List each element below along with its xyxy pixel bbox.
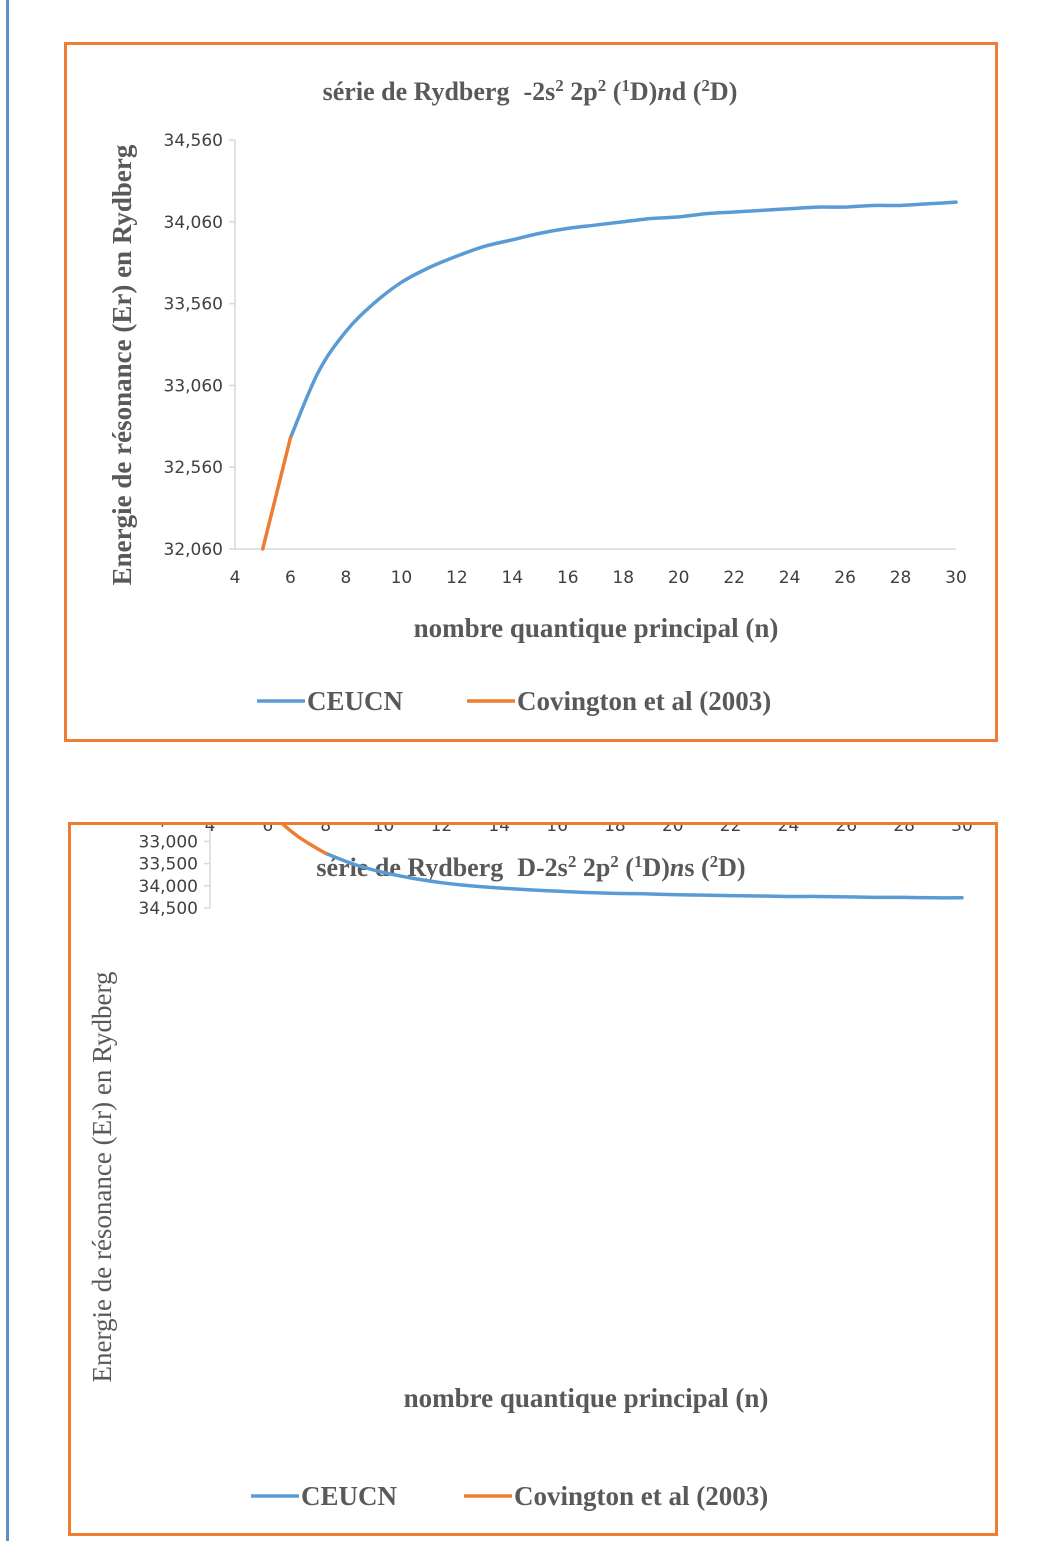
y-axis-label: Energie de résonance (Er) en Rydberg (107, 144, 137, 585)
title-part-mid2: ( (606, 77, 621, 106)
title-part-sup1: 2 (555, 76, 564, 95)
y-tick-label: 34,060 (164, 213, 223, 233)
x-tick-label: 4 (205, 825, 216, 836)
x-tick-label: 14 (488, 825, 510, 836)
series-line-covington (260, 436, 293, 551)
x-tick-label: 26 (834, 568, 856, 588)
title-part-end: D) (718, 853, 745, 882)
title-part-end: D) (710, 77, 737, 106)
title-part-config_pre: -2s (523, 77, 555, 106)
x-tick-label: 18 (612, 568, 634, 588)
x-tick-label: 6 (285, 568, 296, 588)
chart-nd: série de Rydberg -2s2 2p2 (1D)nd (2D)32,0… (107, 76, 967, 716)
x-axis-label: nombre quantique principal (n) (414, 613, 779, 643)
x-tick-label: 26 (835, 825, 857, 836)
x-tick-label: 28 (893, 825, 915, 836)
x-axis-label: nombre quantique principal (n) (404, 1383, 769, 1413)
title-part-italic: n (657, 77, 671, 106)
y-tick-label: 32,500 (139, 825, 198, 830)
y-tick-label: 34,560 (164, 131, 223, 151)
legend: CEUCN Covington et al (2003) (257, 686, 771, 716)
legend: CEUCN Covington et al (2003) (251, 1481, 768, 1511)
legend-label-ceucn: CEUCN (301, 1481, 398, 1511)
title-part-sup2: 2 (610, 852, 619, 871)
title-part-mid1: 2p (564, 77, 598, 106)
x-tick-label: 28 (890, 568, 912, 588)
x-tick-label: 20 (662, 825, 684, 836)
page-margin-rule (6, 0, 9, 1541)
x-tick-label: 30 (951, 825, 973, 836)
title-part-sup3: 1 (621, 76, 630, 95)
title-part-sup2: 2 (598, 76, 607, 95)
title-part-mid4: d ( (672, 77, 702, 106)
title-part-config_pre: D-2s (517, 853, 568, 882)
title-part-sup1: 2 (568, 852, 577, 871)
title-part-prefix: série de Rydberg (323, 77, 510, 106)
x-tick-label: 30 (945, 568, 967, 588)
y-tick-label: 33,560 (164, 295, 223, 315)
y-tick-label: 33,000 (139, 832, 198, 852)
y-axis-label: Energie de résonance (Er) en Rydberg (87, 972, 117, 1383)
x-tick-label: 22 (723, 568, 745, 588)
y-tick-label: 34,000 (139, 877, 198, 897)
y-tick-label: 33,500 (139, 855, 198, 875)
title-part-mid3: D) (642, 853, 669, 882)
chart-title: série de Rydberg -2s2 2p2 (1D)nd (2D) (323, 76, 738, 106)
y-tick-label: 33,060 (164, 376, 223, 396)
x-tick-label: 24 (778, 825, 800, 836)
x-tick-label: 22 (720, 825, 742, 836)
series-line-ceucn (288, 200, 958, 440)
x-tick-label: 24 (779, 568, 801, 588)
chart-title: série de Rydberg D-2s2 2p2 (1D)ns (2D) (316, 852, 745, 882)
title-part-mid3: D) (630, 77, 657, 106)
title-part-mid4: s ( (684, 853, 709, 882)
title-part-mid1: 2p (576, 853, 610, 882)
title-part-sup4: 2 (710, 852, 719, 871)
title-part-sup4: 2 (701, 76, 710, 95)
x-tick-label: 4 (230, 568, 241, 588)
x-tick-label: 6 (262, 825, 273, 836)
series-line-ceucn (323, 851, 964, 900)
title-part-sup3: 1 (634, 852, 643, 871)
x-tick-label: 16 (546, 825, 568, 836)
series-line-covington (281, 825, 328, 856)
x-tick-label: 12 (446, 568, 468, 588)
x-tick-label: 10 (373, 825, 395, 836)
y-tick-label: 34,500 (139, 899, 198, 919)
x-tick-label: 14 (501, 568, 523, 588)
x-tick-label: 20 (668, 568, 690, 588)
title-part-mid2: ( (619, 853, 634, 882)
chart-frame-nd: série de Rydberg -2s2 2p2 (1D)nd (2D) 32,0… (64, 42, 998, 742)
x-tick-label: 18 (604, 825, 626, 836)
x-tick-label: 12 (431, 825, 453, 836)
x-tick-label: 16 (557, 568, 579, 588)
legend-label-covington: Covington et al (2003) (514, 1481, 768, 1511)
title-part-italic: n (670, 853, 684, 882)
x-tick-label: 8 (320, 825, 331, 836)
legend-label-ceucn: CEUCN (307, 686, 404, 716)
y-tick-label: 32,060 (164, 540, 223, 560)
legend-label-covington: Covington et al (2003) (517, 686, 771, 716)
x-tick-label: 8 (341, 568, 352, 588)
x-tick-label: 10 (391, 568, 413, 588)
y-tick-label: 32,560 (164, 458, 223, 478)
